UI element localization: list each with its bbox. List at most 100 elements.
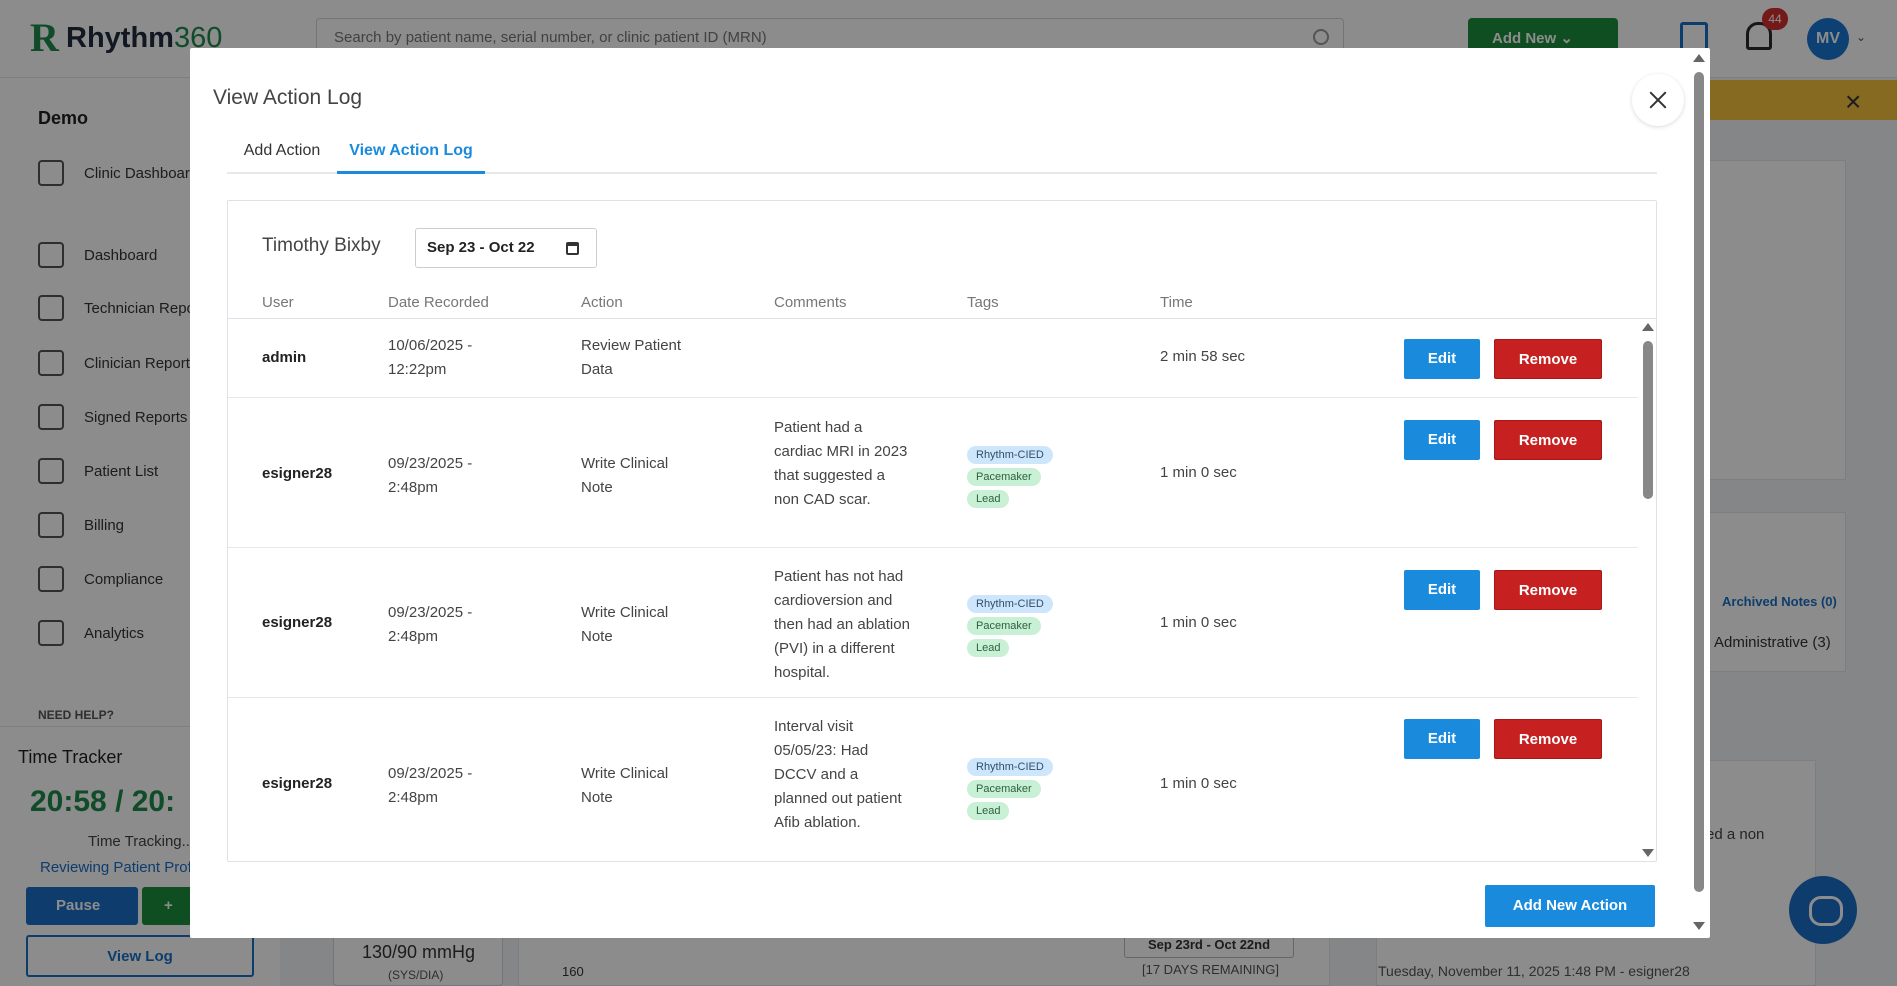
tag-badge: Pacemaker: [967, 617, 1041, 635]
sidebar-item-technician-reports[interactable]: Technician Reports: [38, 295, 212, 321]
column-header-tags: Tags: [967, 294, 999, 311]
row-user: esigner28: [262, 465, 333, 482]
row-user: admin: [262, 349, 307, 366]
column-header-date: Date Recorded: [388, 294, 489, 311]
table-row: esigner28 09/23/2025 - 2:48pm Write Clin…: [228, 398, 1638, 548]
tag-badge: Rhythm-CIED: [967, 758, 1053, 776]
add-new-action-button[interactable]: Add New Action: [1485, 885, 1655, 927]
table-row: admin 10/06/2025 - 12:22pm Review Patien…: [228, 319, 1638, 398]
row-action: Write Clinical Note: [581, 455, 669, 496]
row-user: esigner28: [262, 775, 333, 792]
chat-icon[interactable]: [1789, 876, 1857, 944]
row-date: 09/23/2025 - 2:48pm: [388, 765, 473, 806]
row-tags: Rhythm-CIED Pacemaker Lead: [967, 595, 1067, 661]
sidebar-item-dashboard[interactable]: Dashboard: [38, 242, 157, 268]
top-bar: R Rhythm360 Search by patient name, seri…: [0, 0, 1897, 78]
logo-mark-icon: R: [30, 15, 59, 60]
remove-button[interactable]: Remove: [1494, 719, 1602, 759]
scroll-down-icon[interactable]: [1642, 849, 1654, 857]
logo-word: Rhythm: [66, 21, 174, 54]
patient-name: Timothy Bixby: [262, 235, 381, 256]
time-tracker-status: Time Tracking...: [88, 833, 195, 850]
pause-button[interactable]: Pause: [26, 887, 138, 925]
row-time: 1 min 0 sec: [1160, 614, 1237, 631]
search-icon: [1313, 29, 1329, 45]
row-tags: Rhythm-CIED Pacemaker Lead: [967, 446, 1067, 512]
row-comment: Patient has not had cardioversion and th…: [774, 568, 910, 681]
tag-badge: Rhythm-CIED: [967, 595, 1053, 613]
row-date: 09/23/2025 - 2:48pm: [388, 604, 473, 645]
table-row: esigner28 09/23/2025 - 2:48pm Write Clin…: [228, 698, 1638, 861]
header-divider: [228, 318, 1656, 319]
tag-badge: Lead: [967, 802, 1010, 820]
blood-pressure-unit: (SYS/DIA): [388, 968, 444, 982]
chevron-down-icon[interactable]: ⌄: [1856, 30, 1867, 44]
users-icon: [38, 458, 64, 484]
column-header-time: Time: [1160, 294, 1193, 311]
tag-badge: Lead: [967, 490, 1010, 508]
layers-icon: [38, 350, 64, 376]
remove-button[interactable]: Remove: [1494, 420, 1602, 460]
archived-notes-link[interactable]: Archived Notes (0): [1722, 594, 1837, 609]
administrative-filter[interactable]: Administrative (3): [1714, 634, 1831, 651]
sidebar-item-analytics[interactable]: Analytics: [38, 620, 144, 646]
blood-pressure-value: 130/90 mmHg: [362, 942, 476, 962]
row-tags: Rhythm-CIED Pacemaker Lead: [967, 758, 1067, 824]
sidebar-item-billing[interactable]: Billing: [38, 512, 124, 538]
view-log-button[interactable]: View Log: [26, 935, 254, 977]
row-time: 2 min 58 sec: [1160, 348, 1246, 365]
edit-button[interactable]: Edit: [1404, 420, 1480, 460]
tag-badge: Pacemaker: [967, 468, 1041, 486]
tag-badge: Pacemaker: [967, 780, 1041, 798]
remove-button[interactable]: Remove: [1494, 570, 1602, 610]
action-log-modal: View Action Log Add Action View Action L…: [190, 48, 1710, 938]
row-action: Write Clinical Note: [581, 765, 669, 806]
scroll-down-icon[interactable]: [1693, 922, 1705, 930]
action-log-panel: Timothy Bixby Sep 23 - Oct 22 User Date …: [227, 200, 1657, 862]
row-time: 1 min 0 sec: [1160, 775, 1237, 792]
date-range-picker[interactable]: Sep 23 - Oct 22: [415, 228, 597, 268]
close-icon[interactable]: [1632, 74, 1684, 126]
scroll-up-icon[interactable]: [1693, 54, 1705, 62]
row-date: 09/23/2025 - 2:48pm: [388, 455, 473, 496]
scroll-thumb[interactable]: [1694, 72, 1704, 892]
note-snippet: ed a non: [1706, 826, 1765, 843]
action-log-table: admin 10/06/2025 - 12:22pm Review Patien…: [228, 319, 1638, 861]
clinic-name: Demo: [38, 108, 89, 128]
scroll-up-icon[interactable]: [1642, 323, 1654, 331]
sidebar-item-clinician-reports[interactable]: Clinician Reports: [38, 350, 197, 376]
pulse-icon: [38, 620, 64, 646]
row-user: esigner28: [262, 614, 333, 631]
search-placeholder: Search by patient name, serial number, o…: [334, 29, 767, 46]
notification-badge: 44: [1762, 8, 1788, 30]
close-icon[interactable]: ×: [1845, 86, 1862, 117]
row-comment: Interval visit 05/05/23: Had DCCV and a …: [774, 718, 902, 831]
days-remaining: [17 DAYS REMAINING]: [1142, 962, 1280, 977]
remove-button[interactable]: Remove: [1494, 339, 1602, 379]
bell-icon[interactable]: [1746, 22, 1772, 50]
row-comment: Patient had a cardiac MRI in 2023 that s…: [774, 419, 908, 508]
tag-badge: Rhythm-CIED: [967, 446, 1053, 464]
row-action: Write Clinical Note: [581, 604, 669, 645]
row-time: 1 min 0 sec: [1160, 464, 1237, 481]
sidebar-item-compliance[interactable]: Compliance: [38, 566, 163, 592]
dollar-icon: [38, 512, 64, 538]
time-tracker-title: Time Tracker: [18, 747, 123, 767]
sidebar-item-signed-reports[interactable]: Signed Reports: [38, 404, 187, 430]
sidebar-item-clinic-dashboard[interactable]: Clinic Dashboard: [38, 160, 198, 186]
calendar-icon: [566, 242, 579, 255]
scroll-thumb[interactable]: [1643, 341, 1653, 499]
table-scrollbar[interactable]: [1639, 319, 1657, 861]
modal-scrollbar[interactable]: [1690, 50, 1708, 938]
tab-add-action[interactable]: Add Action: [243, 142, 321, 159]
time-tracker-clock: 20:58 / 20:: [30, 785, 176, 818]
edit-button[interactable]: Edit: [1404, 719, 1480, 759]
avatar[interactable]: MV: [1807, 18, 1849, 60]
warning-icon: [38, 566, 64, 592]
time-tracker-activity[interactable]: Reviewing Patient Profi: [40, 859, 196, 876]
tab-view-action-log[interactable]: View Action Log: [337, 132, 485, 174]
edit-button[interactable]: Edit: [1404, 339, 1480, 379]
sidebar-item-patient-list[interactable]: Patient List: [38, 458, 158, 484]
row-action: Review Patient Data: [581, 337, 682, 378]
edit-button[interactable]: Edit: [1404, 570, 1480, 610]
